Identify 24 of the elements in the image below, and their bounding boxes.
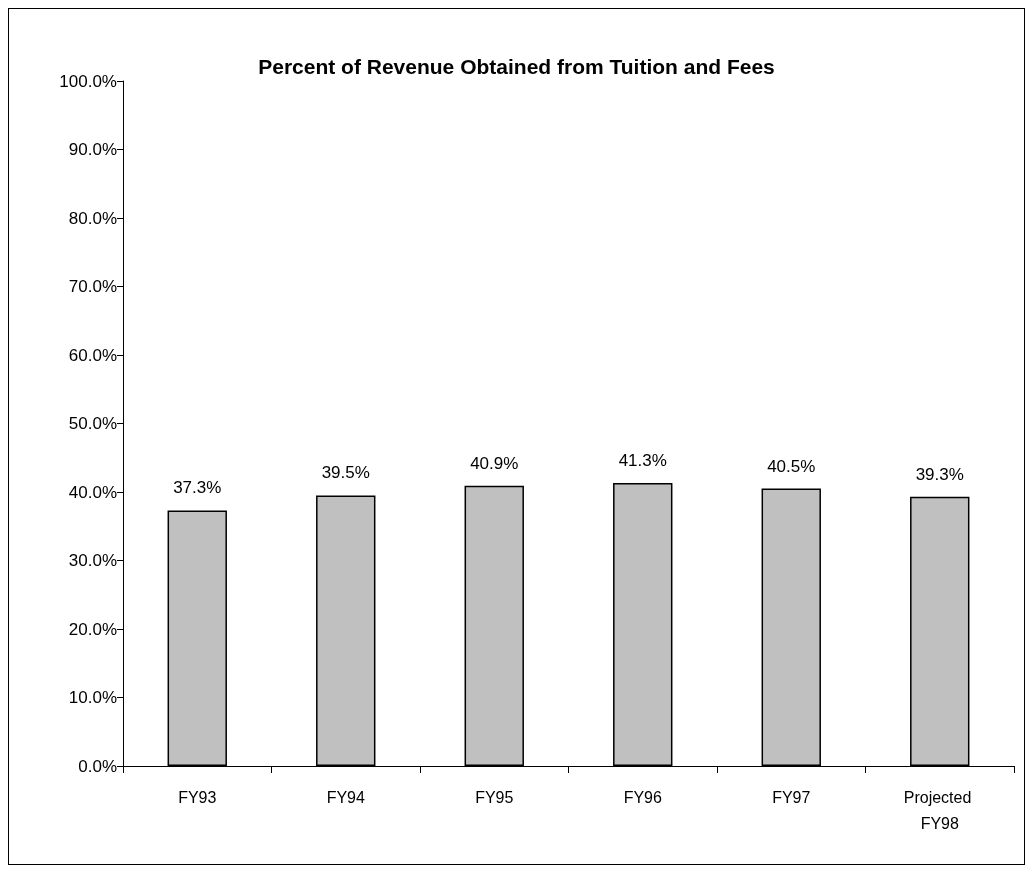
y-tick-label: 30.0% xyxy=(68,551,117,570)
y-tick-label: 20.0% xyxy=(68,619,117,639)
data-label: 41.3% xyxy=(618,451,667,471)
y-tick-label: 40.0% xyxy=(68,482,117,502)
x-tick-label: FY96 xyxy=(623,788,662,806)
y-tick-label: 100.0% xyxy=(59,71,117,91)
x-tick-label: FY95 xyxy=(475,788,514,806)
y-tick-label: 10.0% xyxy=(68,688,117,707)
x-tick-label: FY94 xyxy=(326,788,365,806)
data-label: 40.5% xyxy=(767,456,816,476)
y-tick-label: 60.0% xyxy=(68,345,117,365)
data-label: 39.3% xyxy=(915,464,964,484)
data-label: 37.3% xyxy=(173,478,222,498)
y-tick-label: 50.0% xyxy=(68,414,117,433)
y-tick-label: 90.0% xyxy=(68,140,117,159)
data-label: 39.5% xyxy=(321,463,370,483)
x-tick-label: FY93 xyxy=(178,788,217,806)
y-tick-label: 70.0% xyxy=(68,277,117,296)
x-tick-label: Projected FY98 xyxy=(903,788,976,832)
data-label: 40.9% xyxy=(470,453,519,473)
chart-title: Percent of Revenue Obtained from Tuition and Fees xyxy=(258,55,775,78)
y-tick-label: 80.0% xyxy=(68,208,117,228)
x-tick-label: FY97 xyxy=(772,788,811,806)
y-tick-label: 0.0% xyxy=(78,756,117,776)
